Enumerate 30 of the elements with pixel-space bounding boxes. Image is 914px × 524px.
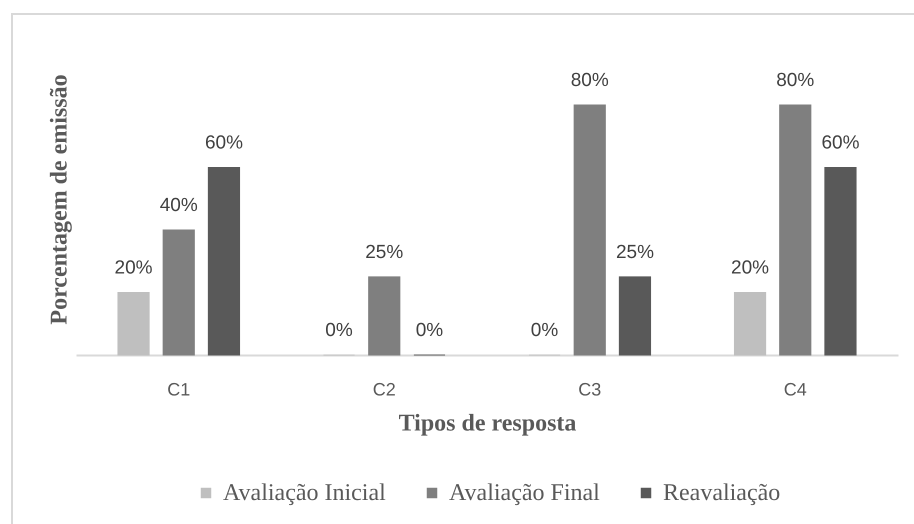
legend-label: Reavaliação: [663, 480, 780, 506]
bar: [734, 292, 766, 356]
bar: [368, 276, 400, 356]
data-label: 60%: [204, 132, 244, 154]
data-label: 80%: [570, 70, 609, 91]
legend-label: Avaliação Inicial: [223, 480, 386, 506]
y-axis-title: Porcentagem de emissão: [46, 74, 72, 325]
data-label: 40%: [160, 195, 198, 216]
data-label: 80%: [776, 70, 814, 91]
data-label: 20%: [731, 258, 770, 278]
x-tick-label: C1: [167, 380, 190, 400]
bar: [574, 104, 606, 356]
x-tick-label: C3: [578, 380, 602, 400]
data-label: 0%: [530, 320, 558, 341]
bar: [779, 104, 812, 356]
bar: [618, 276, 652, 356]
bar: [208, 167, 240, 356]
data-label: 20%: [114, 258, 153, 278]
data-label: 25%: [365, 242, 404, 263]
bar: [824, 167, 857, 356]
bar: [117, 292, 150, 356]
data-label: 60%: [821, 132, 860, 154]
data-label: 0%: [325, 320, 353, 341]
x-axis-title: Tipos de resposta: [398, 410, 576, 436]
data-label: 0%: [416, 320, 444, 341]
x-tick-label: C4: [784, 380, 807, 400]
x-tick-label: C2: [372, 380, 396, 400]
bar: [162, 230, 195, 356]
data-label: 25%: [616, 242, 654, 263]
legend-label: Avaliação Final: [449, 480, 600, 506]
